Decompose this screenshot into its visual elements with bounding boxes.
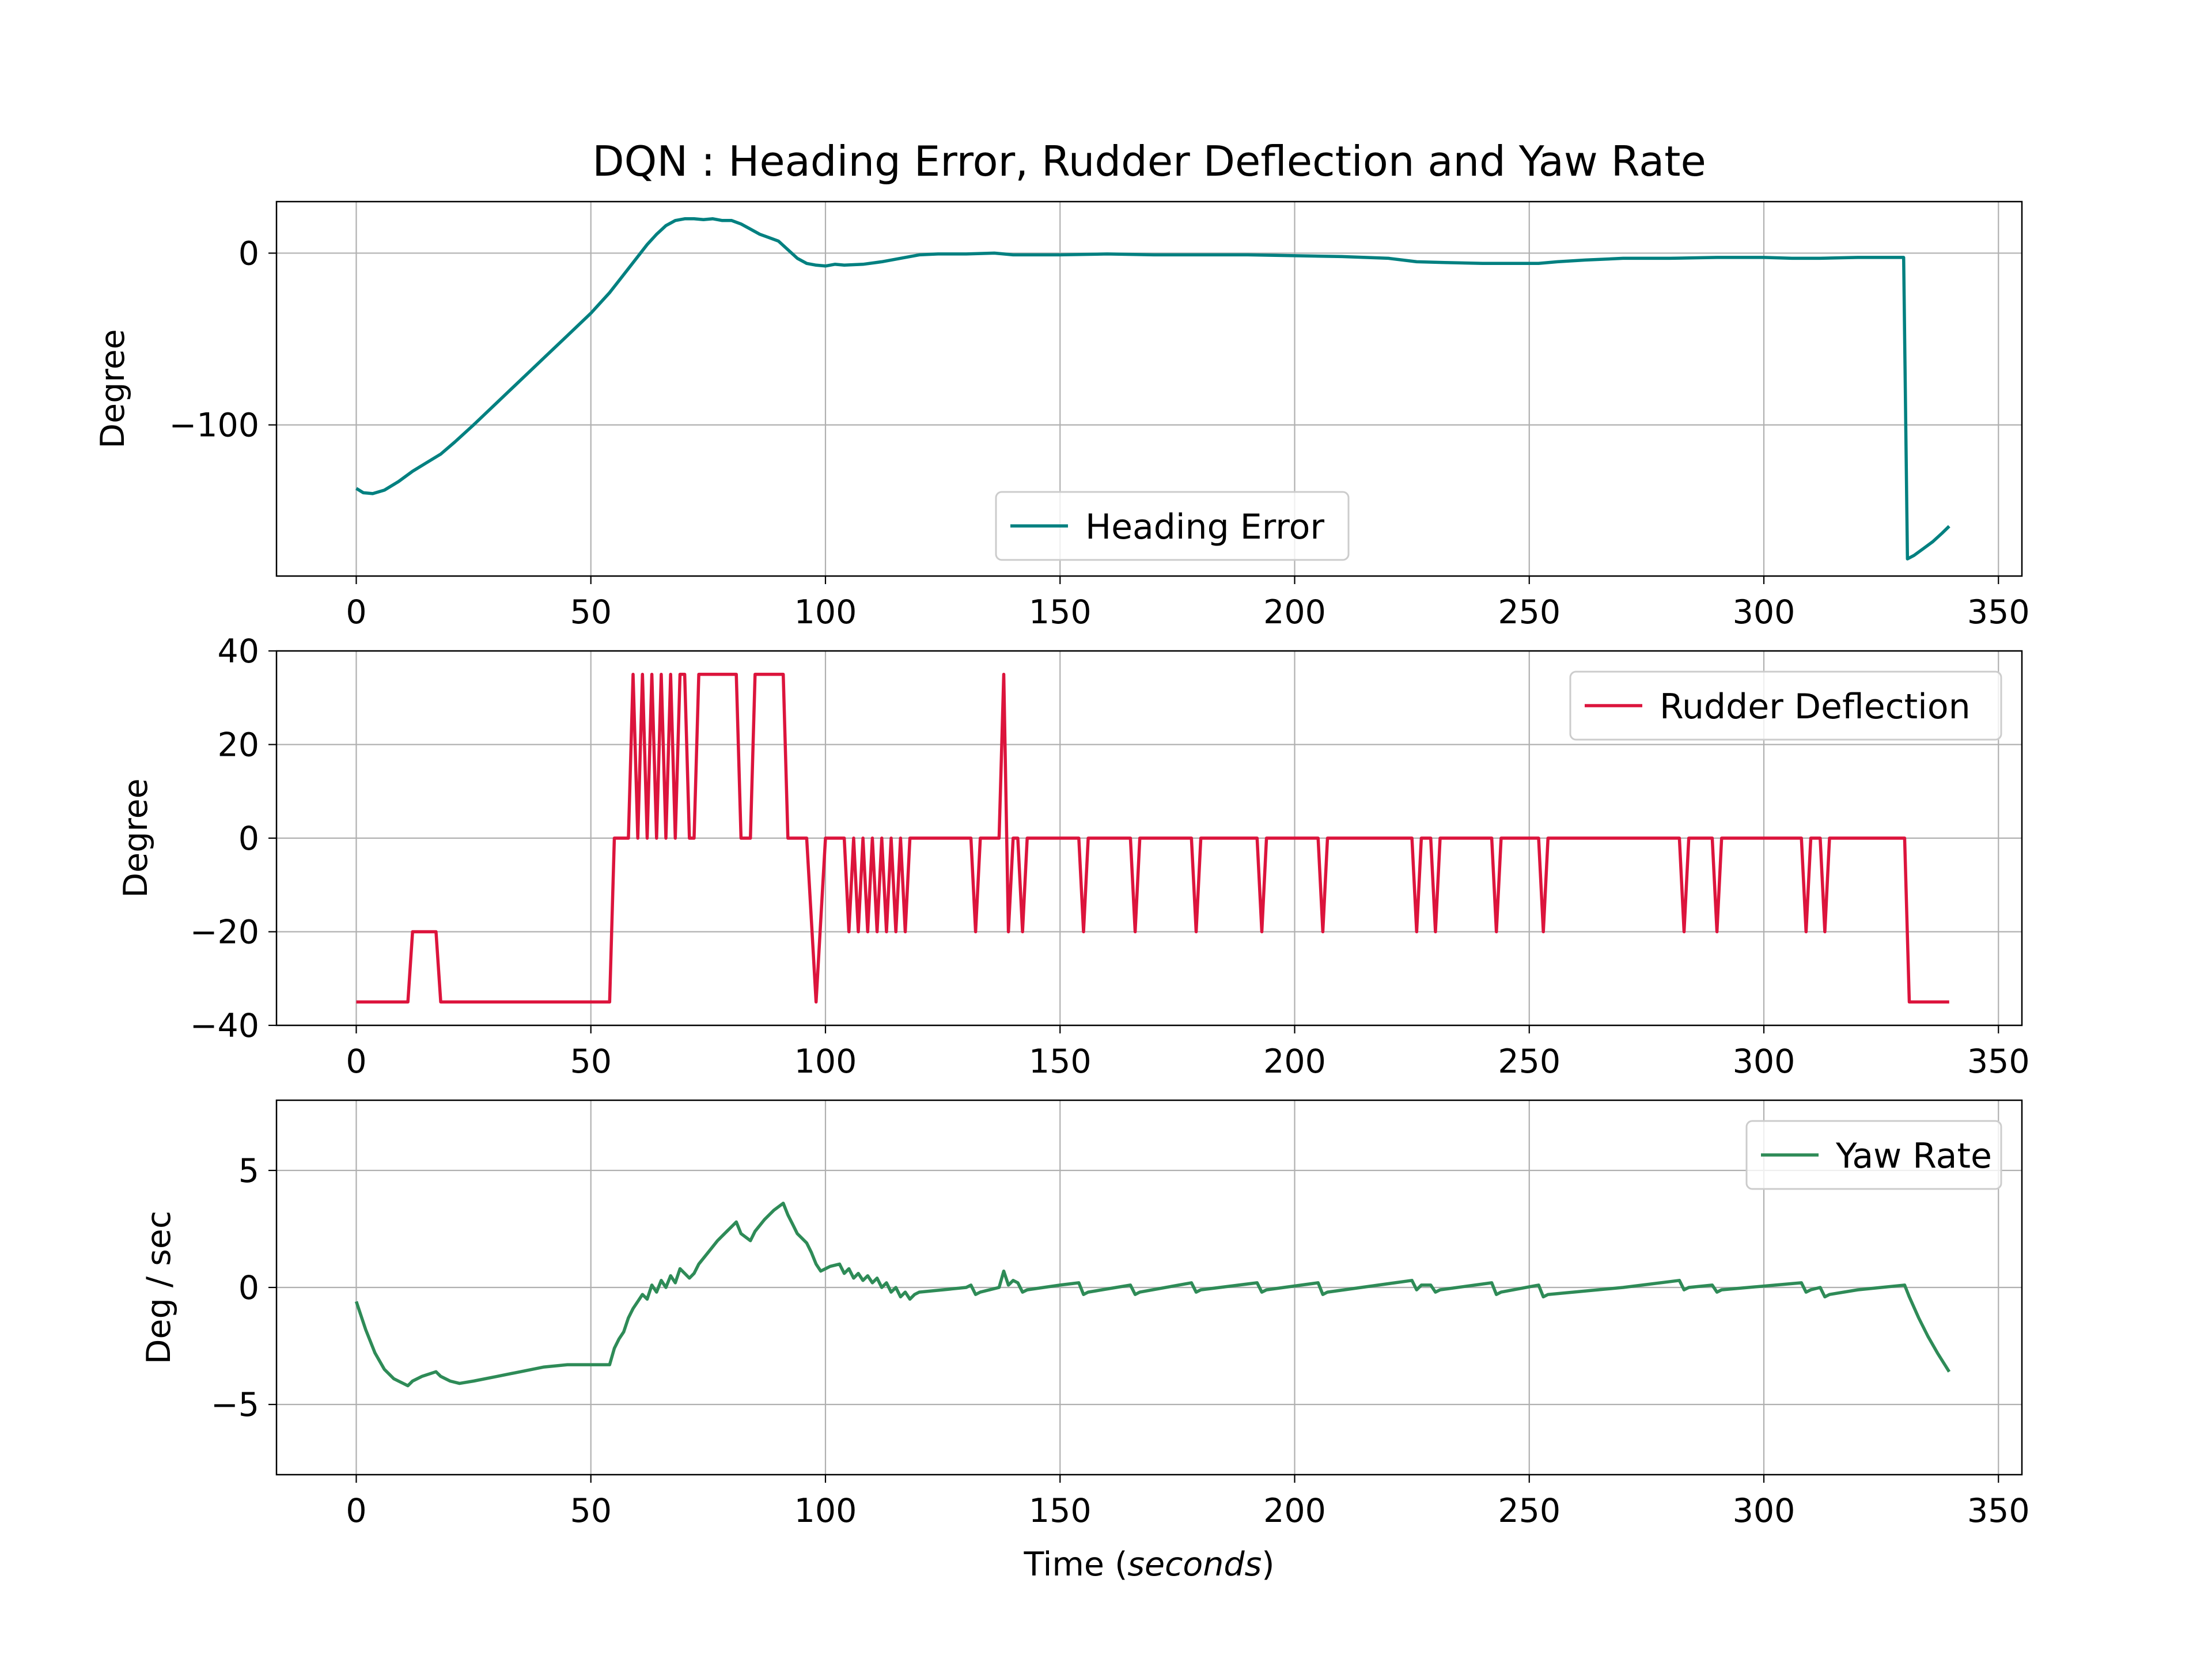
legend-box: [995, 491, 1350, 561]
x-tick-label: 50: [570, 593, 612, 631]
x-tick-label: 150: [1029, 1043, 1092, 1081]
x-tick-label: 200: [1263, 1492, 1326, 1530]
x-tick-label: 100: [794, 1043, 857, 1081]
x-tick-label: 0: [346, 1043, 366, 1081]
x-axis-label-unit: seconds: [1127, 1546, 1262, 1584]
heading-error-panel: 0 50 100 150 200 250 300 350 −100 0 Degree Heading …: [94, 200, 2030, 631]
y-axis-label: Degree: [117, 778, 155, 897]
y-tick-label: 0: [238, 234, 259, 272]
x-tick-label: 300: [1733, 1492, 1796, 1530]
series-line-heading-error: [355, 217, 1950, 560]
x-tick-label: 200: [1263, 1043, 1326, 1081]
x-tick-label: 350: [1967, 593, 2030, 631]
rudder-deflection-panel: 0 50 100 150 200 250 300 350 −40 −20 0 20 40 Degree Ru…: [117, 632, 2030, 1081]
x-tick-label: 100: [794, 593, 857, 631]
x-tick-label: 150: [1029, 1492, 1092, 1530]
x-tick-label: 250: [1498, 1492, 1560, 1530]
x-tick-label: 50: [570, 1043, 612, 1081]
x-tick-label: 350: [1967, 1043, 2030, 1081]
x-tick-label: 250: [1498, 1043, 1560, 1081]
y-axis-label: Degree: [94, 329, 132, 448]
axes-frame: [275, 200, 2023, 577]
legend-box: [1745, 1120, 2002, 1190]
x-axis-label-prefix: Time (: [1023, 1546, 1127, 1584]
axes-frame: [275, 650, 2023, 1027]
legend-label: Yaw Rate: [1835, 1136, 1992, 1176]
y-axis-label: Deg / sec: [140, 1211, 178, 1365]
axes-frame: [275, 1099, 2023, 1476]
legend-label: Heading Error: [1085, 507, 1324, 547]
x-tick-label: 200: [1263, 593, 1326, 631]
y-tick-label: −100: [169, 407, 259, 445]
series-line-rudder-deflection: [356, 672, 1949, 1004]
x-tick-label: 50: [570, 1492, 612, 1530]
y-tick-label: −20: [190, 914, 259, 952]
y-tick-label: −40: [190, 1007, 259, 1045]
x-tick-label: 100: [794, 1492, 857, 1530]
x-tick-label: 350: [1967, 1492, 2030, 1530]
y-tick-label: 40: [217, 632, 259, 671]
legend-box: [1569, 671, 2002, 741]
y-tick-label: 0: [238, 820, 259, 858]
x-axis-label-suffix: ): [1262, 1546, 1274, 1584]
x-tick-label: 0: [346, 593, 366, 631]
x-tick-label: 150: [1029, 593, 1092, 631]
x-tick-label: 250: [1498, 593, 1560, 631]
chart-title: DQN : Heading Error, Rudder Deflection a…: [592, 137, 1706, 185]
x-tick-label: 0: [346, 1492, 366, 1530]
y-tick-label: −5: [211, 1386, 259, 1424]
x-tick-label: 300: [1733, 1043, 1796, 1081]
legend-label: Rudder Deflection: [1660, 687, 1971, 727]
x-axis-label: Time (seconds): [1023, 1546, 1274, 1584]
y-tick-label: 20: [217, 726, 259, 764]
y-tick-label: 0: [238, 1269, 259, 1307]
y-tick-label: 5: [238, 1152, 259, 1190]
series-line-yaw-rate: [354, 1202, 1951, 1388]
x-tick-label: 300: [1733, 593, 1796, 631]
yaw-rate-panel: 0 50 100 150 200 250 300 350 −5 0 5 Deg / sec Yaw Ra…: [140, 1099, 2030, 1530]
